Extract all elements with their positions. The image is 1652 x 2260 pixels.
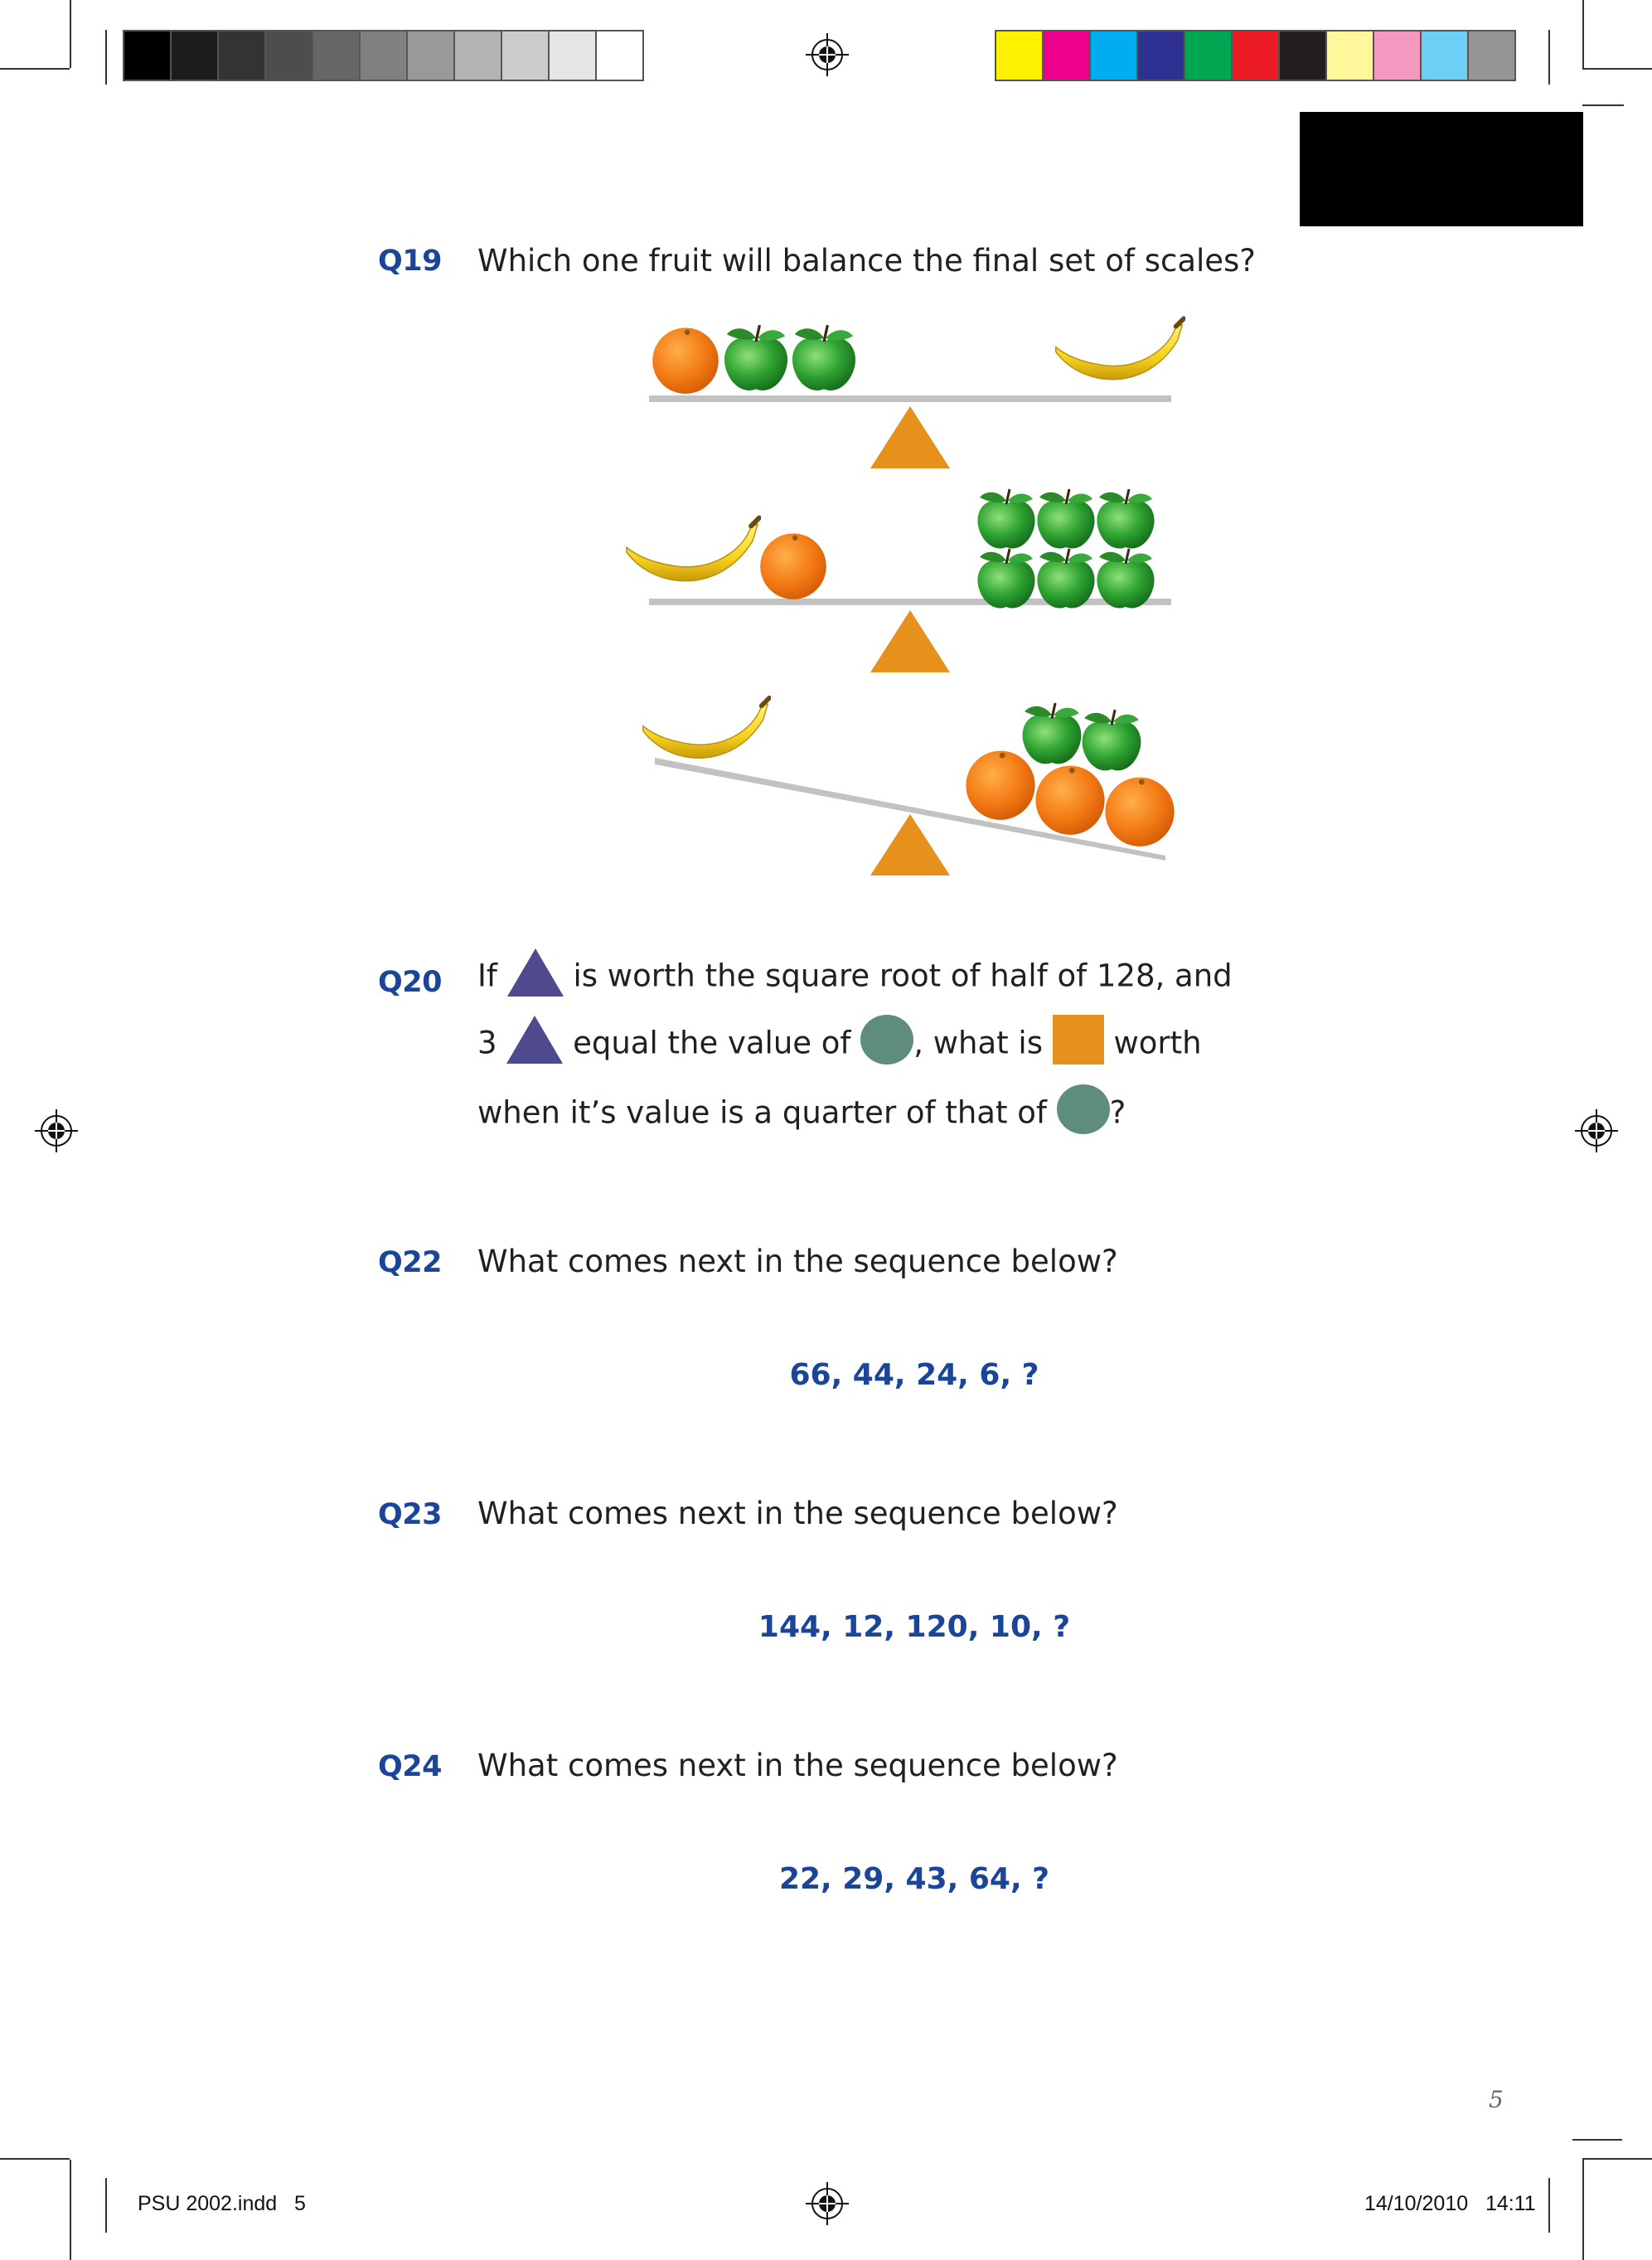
question-text-q19: Which one fruit will balance the final s… [477, 243, 1256, 279]
green-circle-icon [860, 1015, 914, 1065]
process-color-swatch [1374, 32, 1422, 80]
grayscale-swatch [502, 32, 550, 80]
crop-mark [1582, 2158, 1652, 2160]
process-color-swatch [1233, 32, 1280, 80]
registration-mark-right [1575, 1109, 1618, 1152]
crop-mark [70, 0, 71, 68]
crop-mark [1582, 68, 1652, 70]
q20-text-equal: equal the value of [573, 1025, 851, 1061]
green-circle-icon [1056, 1084, 1110, 1134]
orange-square-icon [1052, 1015, 1104, 1065]
scale-2-balanced [627, 487, 1171, 672]
registration-mark-top [806, 33, 849, 76]
grayscale-swatch [455, 32, 502, 80]
process-color-swatch [1469, 32, 1514, 80]
question-label-q24: Q24 [378, 1750, 442, 1783]
grayscale-swatch [313, 32, 361, 80]
page-number: 5 [1489, 2086, 1504, 2113]
question-text-q20-line1: If is worth the square root of half of 1… [477, 948, 1233, 1001]
q20-text-if: If [477, 958, 497, 994]
question-text-q20-line3: when it’s value is a quarter of that of … [477, 1084, 1126, 1139]
crop-mark [70, 2160, 71, 2260]
process-color-swatch [1091, 32, 1138, 80]
q20-text-line1: is worth the square root of half of 128,… [573, 958, 1233, 994]
question-text-q20-line2: 3 equal the value of , what is worth [477, 1015, 1202, 1069]
crop-mark [1548, 2178, 1550, 2233]
grayscale-color-bar [123, 30, 644, 81]
balance-scales-figure [613, 307, 1210, 875]
process-color-swatch [1422, 32, 1469, 80]
process-color-swatch [1044, 32, 1091, 80]
question-label-q22: Q22 [378, 1246, 442, 1279]
question-label-q20: Q20 [378, 966, 442, 999]
crop-mark [105, 30, 107, 85]
question-text-q23: What comes next in the sequence below? [477, 1496, 1118, 1531]
question-text-q22: What comes next in the sequence below? [477, 1244, 1118, 1279]
sequence-q22: 66, 44, 24, 6, ? [789, 1358, 1039, 1392]
q20-text-worth: worth [1113, 1025, 1202, 1061]
footer-filename: PSU 2002.indd 5 [138, 2192, 306, 2215]
crop-mark [1582, 0, 1584, 68]
process-color-swatch [1138, 32, 1185, 80]
q20-text-line3: when it’s value is a quarter of that of [477, 1094, 1047, 1131]
question-label-q19: Q19 [378, 245, 442, 278]
crop-mark [105, 2178, 107, 2233]
crop-mark [1572, 2139, 1622, 2141]
process-color-swatch [1280, 32, 1327, 80]
grayscale-swatch [219, 32, 266, 80]
grayscale-swatch [550, 32, 597, 80]
grayscale-swatch [124, 32, 172, 80]
crop-mark [0, 2158, 70, 2160]
question-label-q23: Q23 [378, 1498, 442, 1531]
sequence-q23: 144, 12, 120, 10, ? [758, 1610, 1071, 1644]
purple-triangle-icon [506, 1016, 564, 1064]
sequence-q24: 22, 29, 43, 64, ? [778, 1862, 1050, 1896]
black-tab-block [1300, 112, 1583, 226]
process-color-swatch [1185, 32, 1233, 80]
scale-1-balanced [649, 318, 1184, 468]
grayscale-swatch [266, 32, 313, 80]
scale-3-tilted [643, 698, 1175, 875]
question-text-q24: What comes next in the sequence below? [477, 1748, 1118, 1783]
process-color-swatch [996, 32, 1044, 80]
crop-mark [1548, 30, 1550, 85]
q20-text-3: 3 [477, 1025, 497, 1061]
crop-mark [0, 68, 70, 70]
grayscale-swatch [361, 32, 408, 80]
process-color-bar [995, 30, 1516, 81]
grayscale-swatch [597, 32, 642, 80]
purple-triangle-icon [506, 948, 564, 997]
crop-mark [1582, 104, 1624, 106]
crop-mark [1582, 2160, 1584, 2260]
process-color-swatch [1327, 32, 1374, 80]
footer-timestamp: 14/10/2010 14:11 [1364, 2192, 1536, 2215]
registration-mark-left [35, 1109, 78, 1152]
q20-text-question-mark: ? [1109, 1094, 1126, 1131]
q20-text-what-is: , what is [913, 1025, 1043, 1061]
registration-mark-bottom [806, 2182, 849, 2225]
grayscale-swatch [408, 32, 455, 80]
grayscale-swatch [172, 32, 219, 80]
